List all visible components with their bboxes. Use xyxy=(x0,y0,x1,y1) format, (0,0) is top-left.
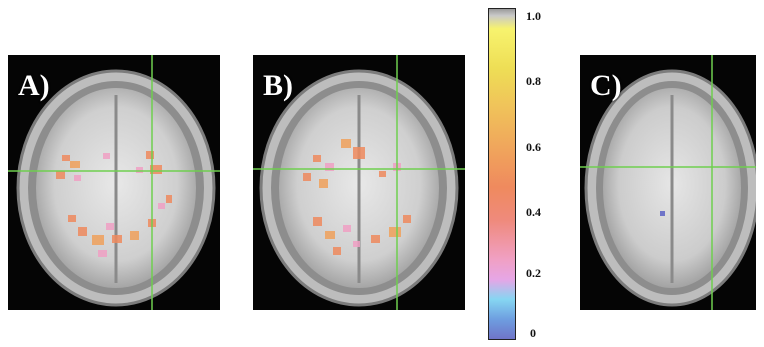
tick-label: 0.2 xyxy=(526,266,541,280)
panel-label-c: C) xyxy=(590,69,622,102)
brain-scan-b xyxy=(253,55,465,310)
activation-spots xyxy=(56,151,172,257)
activation-spot xyxy=(660,211,665,216)
brain-scan-a xyxy=(8,55,220,310)
color-gradient xyxy=(488,8,516,340)
tick-label: 0 xyxy=(530,326,536,340)
brain-panel-c: C) xyxy=(580,55,756,310)
brain-panel-a: A) xyxy=(8,55,220,310)
brain-panel-b: B) xyxy=(253,55,465,310)
tick-label: 1.0 xyxy=(526,9,541,23)
color-scale-bar xyxy=(488,8,516,340)
panel-label-a: A) xyxy=(18,69,50,102)
tick-label: 0.8 xyxy=(526,74,541,88)
tick-label: 0.6 xyxy=(526,140,541,154)
tick-label: 0.4 xyxy=(526,205,541,219)
panel-label-b: B) xyxy=(263,69,293,102)
brain-scan-c xyxy=(580,55,756,310)
